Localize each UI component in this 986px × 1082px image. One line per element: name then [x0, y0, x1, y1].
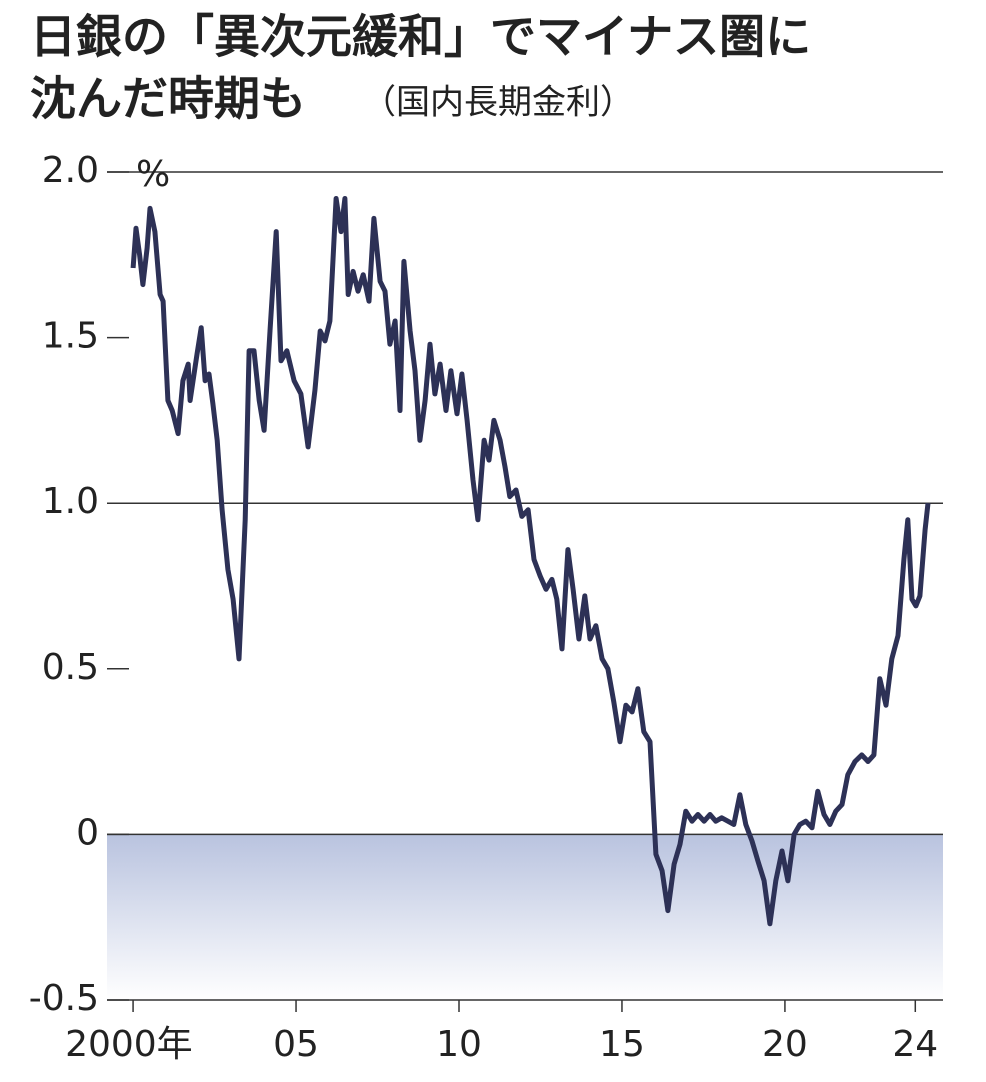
- chart-subtitle: （国内長期金利）: [362, 83, 634, 123]
- chart-title: 沈んだ時期も: [30, 72, 306, 126]
- y-tick-label: 1.5: [42, 316, 99, 357]
- y-tick-label: 0.5: [42, 647, 99, 688]
- x-tick-label: 20: [762, 1024, 808, 1065]
- x-tick-label: 15: [599, 1024, 645, 1065]
- y-tick-label: 0: [76, 812, 99, 853]
- y-unit: %: [136, 154, 170, 195]
- negative-area: [107, 834, 943, 1000]
- x-tick-label: 24: [892, 1024, 938, 1065]
- y-tick-label: 2.0: [42, 150, 99, 191]
- x-tick-label: 05: [273, 1024, 319, 1065]
- x-tick-label: 10: [436, 1024, 482, 1065]
- x-tick-label: 2000年: [65, 1024, 193, 1065]
- y-tick-label: 1.0: [42, 481, 99, 522]
- data-line: [130, 196, 931, 927]
- y-tick-label: -0.5: [29, 978, 99, 1019]
- chart-title: 日銀の「異次元緩和」でマイナス圏に: [30, 10, 811, 64]
